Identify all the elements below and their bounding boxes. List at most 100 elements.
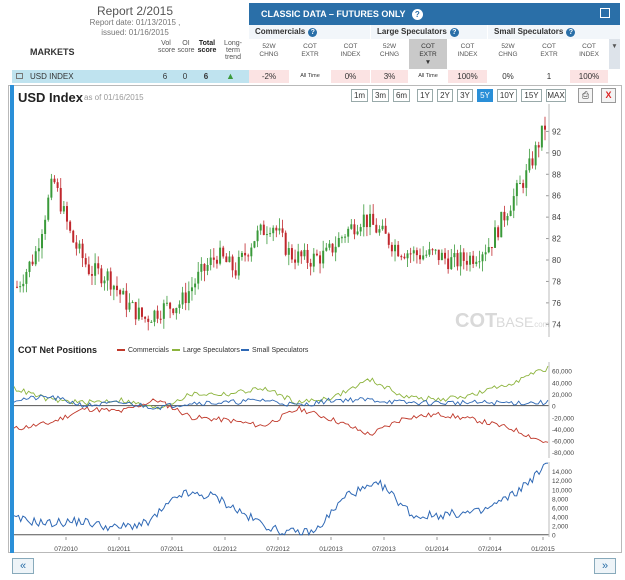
column-header[interactable]: 52W CHNG <box>249 39 289 69</box>
candle-body <box>78 243 81 249</box>
column-header[interactable]: 52W CHNG <box>488 39 528 69</box>
candle-body <box>19 286 22 288</box>
report-issued: issued: 01/16/2015 <box>101 28 169 37</box>
help-icon[interactable]: ? <box>308 28 318 37</box>
candle-body <box>434 249 437 251</box>
candle-body <box>175 307 178 314</box>
next-button[interactable]: » <box>594 558 616 574</box>
watermark-logo-suffix: .com <box>532 320 550 329</box>
candle-body <box>44 219 47 234</box>
candle-body <box>65 206 68 222</box>
cot-y-tick-label: -40,000 <box>552 427 574 434</box>
column-header-line2: CHNG <box>379 51 400 58</box>
candle-body <box>375 224 378 233</box>
x-tick-label: 01/2015 <box>531 546 555 553</box>
total-score-header-line1: Total <box>198 40 216 47</box>
small-y-tick-label: 2,000 <box>552 524 569 531</box>
columns-menu-button[interactable]: ▼ <box>609 39 620 69</box>
candle-body <box>81 243 84 259</box>
legend-swatch <box>241 349 249 352</box>
candle-body <box>309 262 312 267</box>
help-icon[interactable]: ? <box>566 28 576 37</box>
candle-body <box>378 229 381 233</box>
print-icon[interactable] <box>600 8 610 18</box>
small-y-tick-label: 12,000 <box>552 478 572 485</box>
column-header[interactable]: COT INDEX <box>448 39 487 69</box>
candle-body <box>353 224 356 235</box>
candle-body <box>209 257 212 265</box>
candle-body <box>215 259 218 264</box>
candle-body <box>75 242 78 249</box>
candle-body <box>72 230 75 243</box>
cot-net-positions-title: COT Net Positions <box>18 345 98 355</box>
column-header-line2: EXTR <box>419 51 437 58</box>
candle-body <box>159 318 162 320</box>
candle-body <box>47 197 50 220</box>
candle-body <box>328 243 331 248</box>
candle-body <box>322 250 325 264</box>
cot-y-tick-label: -60,000 <box>552 439 574 446</box>
candle-body <box>519 183 522 185</box>
column-header-line2: INDEX <box>340 51 361 58</box>
candle-body <box>478 261 481 263</box>
classic-data-bar: CLASSIC DATA – FUTURES ONLY ? <box>249 3 620 25</box>
column-header-line1: COT <box>303 43 317 50</box>
x-tick-label: 07/2011 <box>160 546 183 553</box>
candle-body <box>450 257 453 270</box>
candle-body <box>412 250 415 254</box>
candle-body <box>294 259 297 263</box>
candle-body <box>522 183 525 188</box>
candle-body <box>340 237 343 239</box>
candle-body <box>331 243 334 253</box>
candle-body <box>394 244 397 252</box>
range-button-max[interactable]: MAX <box>546 89 566 102</box>
market-row-left[interactable]: USD INDEX 6 0 6 ▲ <box>12 70 249 83</box>
range-button-3m[interactable]: 3m <box>372 89 389 102</box>
market-row-usd-index[interactable]: USD INDEX 6 0 6 ▲ -2% All Time 0% 3% All… <box>12 70 620 83</box>
candle-body <box>240 252 243 257</box>
range-button-3y[interactable]: 3Y <box>457 89 473 102</box>
candle-body <box>122 290 125 295</box>
column-header-selected[interactable]: COT EXTR ▼ <box>409 39 447 69</box>
chart-title: USD Index <box>18 90 84 105</box>
oi-score: 0 <box>182 72 188 81</box>
cot-series-line-large-speculators <box>13 365 549 410</box>
help-icon[interactable]: ? <box>449 28 459 37</box>
y-tick-label: 84 <box>552 213 561 222</box>
range-button-2y[interactable]: 2Y <box>437 89 453 102</box>
range-button-10y[interactable]: 10Y <box>497 89 517 102</box>
prev-button[interactable]: « <box>12 558 34 574</box>
range-button-1m[interactable]: 1m <box>351 89 368 102</box>
candle-body <box>53 178 56 183</box>
x-tick-label: 01/2011 <box>107 546 130 553</box>
help-icon[interactable]: ? <box>411 9 423 20</box>
column-header[interactable]: COT EXTR <box>290 39 330 69</box>
range-button-6m[interactable]: 6m <box>393 89 410 102</box>
close-chart-button[interactable]: X <box>601 88 616 103</box>
candle-body <box>303 249 306 257</box>
candle-body <box>222 247 225 257</box>
oi-score-header-line2: score <box>177 47 195 54</box>
column-header[interactable]: COT EXTR <box>529 39 569 69</box>
range-button-1y[interactable]: 1Y <box>417 89 433 102</box>
column-header[interactable]: 52W CHNG <box>371 39 408 69</box>
candle-body <box>484 252 487 255</box>
candle-body <box>269 233 272 235</box>
candle-body <box>194 283 197 288</box>
print-icon[interactable]: ⎙ <box>578 88 593 103</box>
legend-swatch <box>117 349 125 352</box>
candle-body <box>40 233 43 249</box>
column-header[interactable]: COT INDEX <box>331 39 370 69</box>
column-header[interactable]: COT INDEX <box>570 39 608 69</box>
candle-body <box>372 213 375 225</box>
candle-body <box>200 263 203 272</box>
candle-body <box>487 247 490 253</box>
chart-icon <box>16 73 23 79</box>
markets-header: Report 2/2015 Report date: 01/13/2015 , … <box>0 0 625 84</box>
range-button-15y[interactable]: 15Y <box>521 89 542 102</box>
cell-small-52w: 0% <box>488 70 528 83</box>
candle-body <box>56 182 59 188</box>
cell-comm-index: 0% <box>331 70 370 83</box>
candle-body <box>197 271 200 284</box>
range-button-5y[interactable]: 5Y <box>477 89 493 102</box>
